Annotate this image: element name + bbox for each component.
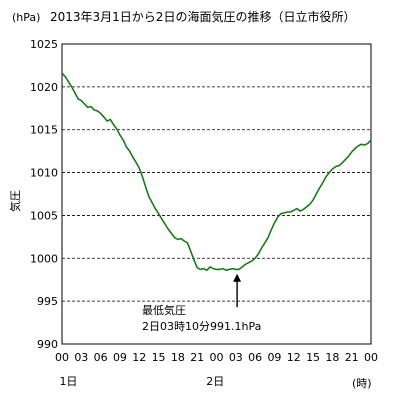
y-tick-label: 995 xyxy=(37,295,58,308)
day-label: 2日 xyxy=(206,375,224,388)
y-tick-label: 1015 xyxy=(30,124,58,137)
x-tick-label: 06 xyxy=(94,351,108,364)
annotation-arrow-head xyxy=(233,273,242,282)
y-tick-label: 1020 xyxy=(30,81,58,94)
x-tick-label: 09 xyxy=(113,351,127,364)
y-tick-label: 1000 xyxy=(30,252,58,265)
x-tick-label: 03 xyxy=(229,351,243,364)
y-axis-label: 気圧 xyxy=(8,190,22,212)
x-tick-label: 18 xyxy=(325,351,339,364)
y-tick-label: 990 xyxy=(37,338,58,351)
x-tick-label: 00 xyxy=(55,351,69,364)
chart-title: 2013年3月1日から2日の海面気圧の推移（日立市役所） xyxy=(50,9,355,24)
annotation-text: 2日03時10分991.1hPa xyxy=(142,320,261,333)
y-tick-label: 1005 xyxy=(30,209,58,222)
x-tick-label: 21 xyxy=(190,351,204,364)
annotation-text: 最低気圧 xyxy=(142,303,186,317)
x-tick-label: 00 xyxy=(210,351,224,364)
x-unit-label: (時) xyxy=(352,377,372,390)
x-tick-label: 12 xyxy=(287,351,301,364)
x-tick-label: 15 xyxy=(152,351,166,364)
x-tick-label: 15 xyxy=(306,351,320,364)
y-tick-label: 1010 xyxy=(30,167,58,180)
plot-frame xyxy=(61,43,372,345)
day-label: 1日 xyxy=(59,375,77,388)
x-tick-label: 18 xyxy=(171,351,185,364)
x-tick-label: 21 xyxy=(345,351,359,364)
x-tick-label: 09 xyxy=(267,351,281,364)
pressure-series-line xyxy=(61,72,372,272)
x-tick-label: 03 xyxy=(74,351,88,364)
chart-unit: (hPa) xyxy=(12,11,40,24)
x-tick-label: 00 xyxy=(364,351,378,364)
x-tick-label: 06 xyxy=(248,351,262,364)
y-tick-label: 1025 xyxy=(30,38,58,51)
x-tick-label: 12 xyxy=(132,351,146,364)
